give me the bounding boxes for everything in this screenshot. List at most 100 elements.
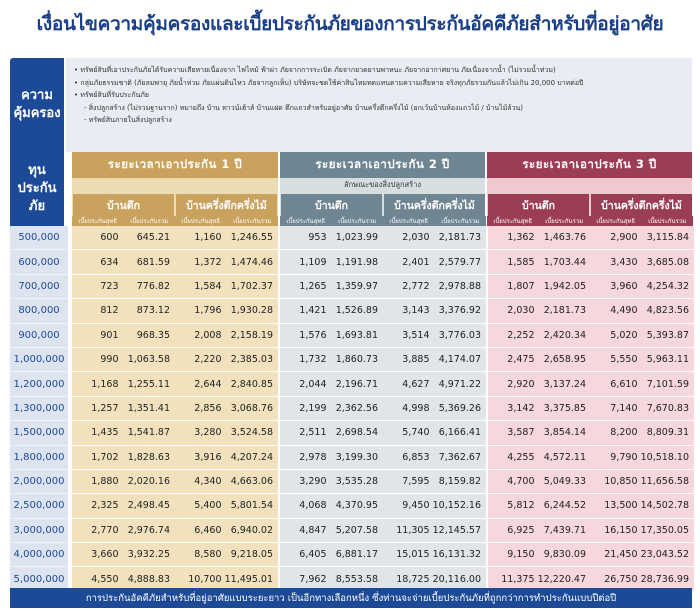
premium-cell: 1,526.89 (331, 299, 383, 323)
premium-cell: 3,143 (383, 299, 435, 323)
table-row: 2,325 2,498.45 5,400 5,801.54 4,068 4,370.95 9… (72, 494, 694, 519)
premium-cell: 12,145.57 (433, 518, 486, 543)
premium-cell: 2,020.16 (123, 469, 175, 494)
premium-cell: 2,856 (175, 396, 227, 421)
premium-cell: 6,853 (383, 445, 435, 469)
period-header-2-year: ระยะเวลาเอาประกัน 2 ปี (280, 152, 485, 178)
premium-cell: 11,375 (488, 567, 540, 591)
premium-cell: 2,579.77 (434, 250, 486, 274)
premium-cell: 5,740 (383, 421, 435, 445)
premium-cell: 3,660 (72, 543, 124, 567)
premium-cell: 2,401 (383, 250, 435, 274)
premium-cell: 5,812 (488, 494, 540, 518)
premium-cell: 1,255.11 (123, 372, 175, 396)
premium-cell: 21,450 (591, 543, 643, 567)
premium-cell: 1,693.81 (331, 323, 383, 347)
premium-cell: 1,109 (280, 250, 332, 274)
premium-cell: 2,008 (175, 323, 227, 347)
premium-cell: 3,524.58 (226, 421, 278, 445)
sum-insured-label-line1: ทุน (28, 162, 46, 178)
premium-cell: 5,963.11 (642, 347, 694, 372)
premium-cell: 2,976.74 (123, 518, 175, 543)
premium-cell: 13,500 (591, 494, 643, 518)
premium-cell: 2,044 (280, 372, 332, 396)
period-header-3-year: ระยะเวลาเอาประกัน 3 ปี (487, 152, 692, 178)
premium-cell: 1,576 (280, 323, 332, 347)
column-tag: เบี้ยประกันสุทธิ (72, 216, 124, 226)
premium-cell: 2,362.56 (331, 396, 383, 421)
sum-insured-value: 2,000,000 (10, 470, 68, 495)
premium-cell: 681.59 (123, 250, 175, 274)
premium-cell: 3,068.76 (226, 396, 278, 421)
premium-cell: 3,290 (280, 469, 332, 494)
premium-cell: 1,372 (175, 250, 227, 274)
premium-cell: 11,305 (383, 518, 435, 543)
premium-cell: 5,550 (591, 347, 643, 372)
premium-cell: 4,490 (591, 299, 643, 323)
premium-cell: 812 (72, 299, 124, 323)
premium-cell: 4,572.11 (539, 445, 591, 469)
premium-cell: 634 (72, 250, 124, 274)
premium-cell: 7,101.59 (642, 372, 694, 396)
premium-cell: 1,265 (280, 274, 332, 299)
column-tag: เบี้ยประกันสุทธิ (280, 216, 332, 226)
premium-table-body: 600 645.21 1,160 1,246.55 953 1,023.99 2,030 2,… (72, 226, 694, 592)
premium-cell: 4,068 (280, 494, 332, 518)
premium-cell: 953 (280, 226, 332, 250)
page-title: เงื่อนไขความคุ้มครองและเบี้ยประกันภัยของ… (36, 13, 664, 35)
column-tag: เบี้ยประกันสุทธิ (383, 216, 435, 226)
premium-cell: 18,725 (383, 567, 435, 591)
premium-cell: 2,840.85 (226, 372, 278, 396)
premium-cell: 2,252 (488, 323, 540, 347)
premium-cell: 17,350.05 (641, 518, 694, 543)
premium-cell: 4,207.24 (226, 445, 278, 469)
premium-cell: 3,115.84 (642, 226, 694, 250)
premium-cell: 1,880 (72, 469, 124, 494)
premium-cell: 5,393.87 (642, 323, 694, 347)
premium-cell: 1,168 (72, 372, 124, 396)
premium-cell: 9,150 (488, 543, 540, 567)
premium-cell: 1,023.99 (331, 226, 383, 250)
premium-cell: 6,460 (175, 518, 227, 543)
premium-cell: 4,971.22 (434, 372, 486, 396)
premium-cell: 2,698.54 (331, 421, 383, 445)
sum-insured-value: 600,000 (10, 250, 68, 275)
premium-cell: 4,255 (488, 445, 540, 469)
premium-cell: 2,772 (383, 274, 435, 299)
building-type-label: ลักษณะของสิ่งปลูกสร้าง (344, 180, 421, 189)
premium-cell: 1,257 (72, 396, 124, 421)
period-header-1-year: ระยะเวลาเอาประกัน 1 ปี (72, 152, 278, 178)
coverage-label-line1: ความ (21, 88, 53, 104)
sum-insured-column: 500,000 600,000 700,000 800,000 900,000 1,000… (10, 226, 68, 592)
premium-cell: 8,580 (175, 543, 227, 567)
premium-cell: 26,750 (591, 567, 643, 591)
premium-cell: 2,181.73 (434, 226, 486, 250)
coverage-line: • ทรัพย์สินที่รับประกันภัย (74, 91, 150, 99)
premium-cell: 1,585 (488, 250, 540, 274)
column-tag: เบี้ยประกันสุทธิ (487, 216, 539, 226)
premium-cell: 723 (72, 274, 124, 299)
premium-cell: 9,218.05 (226, 543, 278, 567)
premium-cell: 12,220.47 (538, 567, 591, 591)
column-tag: เบี้ยประกันรวม (538, 216, 590, 226)
premium-cell: 2,511 (280, 421, 332, 445)
column-tag: เบี้ยประกันรวม (123, 216, 175, 226)
premium-cell: 8,553.58 (331, 567, 383, 591)
premium-cell: 20,116.00 (433, 567, 486, 591)
premium-cell: 5,801.54 (226, 494, 278, 518)
premium-cell: 1,584 (175, 274, 227, 299)
table-row: 812 873.12 1,796 1,930.28 1,421 1,526.89 3,143… (72, 299, 694, 324)
premium-cell: 3,376.92 (434, 299, 486, 323)
premium-cell: 1,860.73 (331, 347, 383, 372)
premium-cell: 2,030 (383, 226, 435, 250)
premium-cell: 4,823.56 (642, 299, 694, 323)
premium-cell: 3,199.30 (331, 445, 383, 469)
premium-cell: 2,978.88 (434, 274, 486, 299)
table-row: 634 681.59 1,372 1,474.46 1,109 1,191.98 2,401… (72, 250, 694, 275)
premium-cell: 3,375.85 (539, 396, 591, 421)
premium-cell: 3,587 (488, 421, 540, 445)
premium-cell: 6,405 (280, 543, 332, 567)
sum-insured-value: 800,000 (10, 299, 68, 324)
coverage-line: - ทรัพย์สินภายในสิ่งปลูกสร้าง (84, 116, 172, 124)
premium-cell: 1,463.76 (539, 226, 591, 250)
